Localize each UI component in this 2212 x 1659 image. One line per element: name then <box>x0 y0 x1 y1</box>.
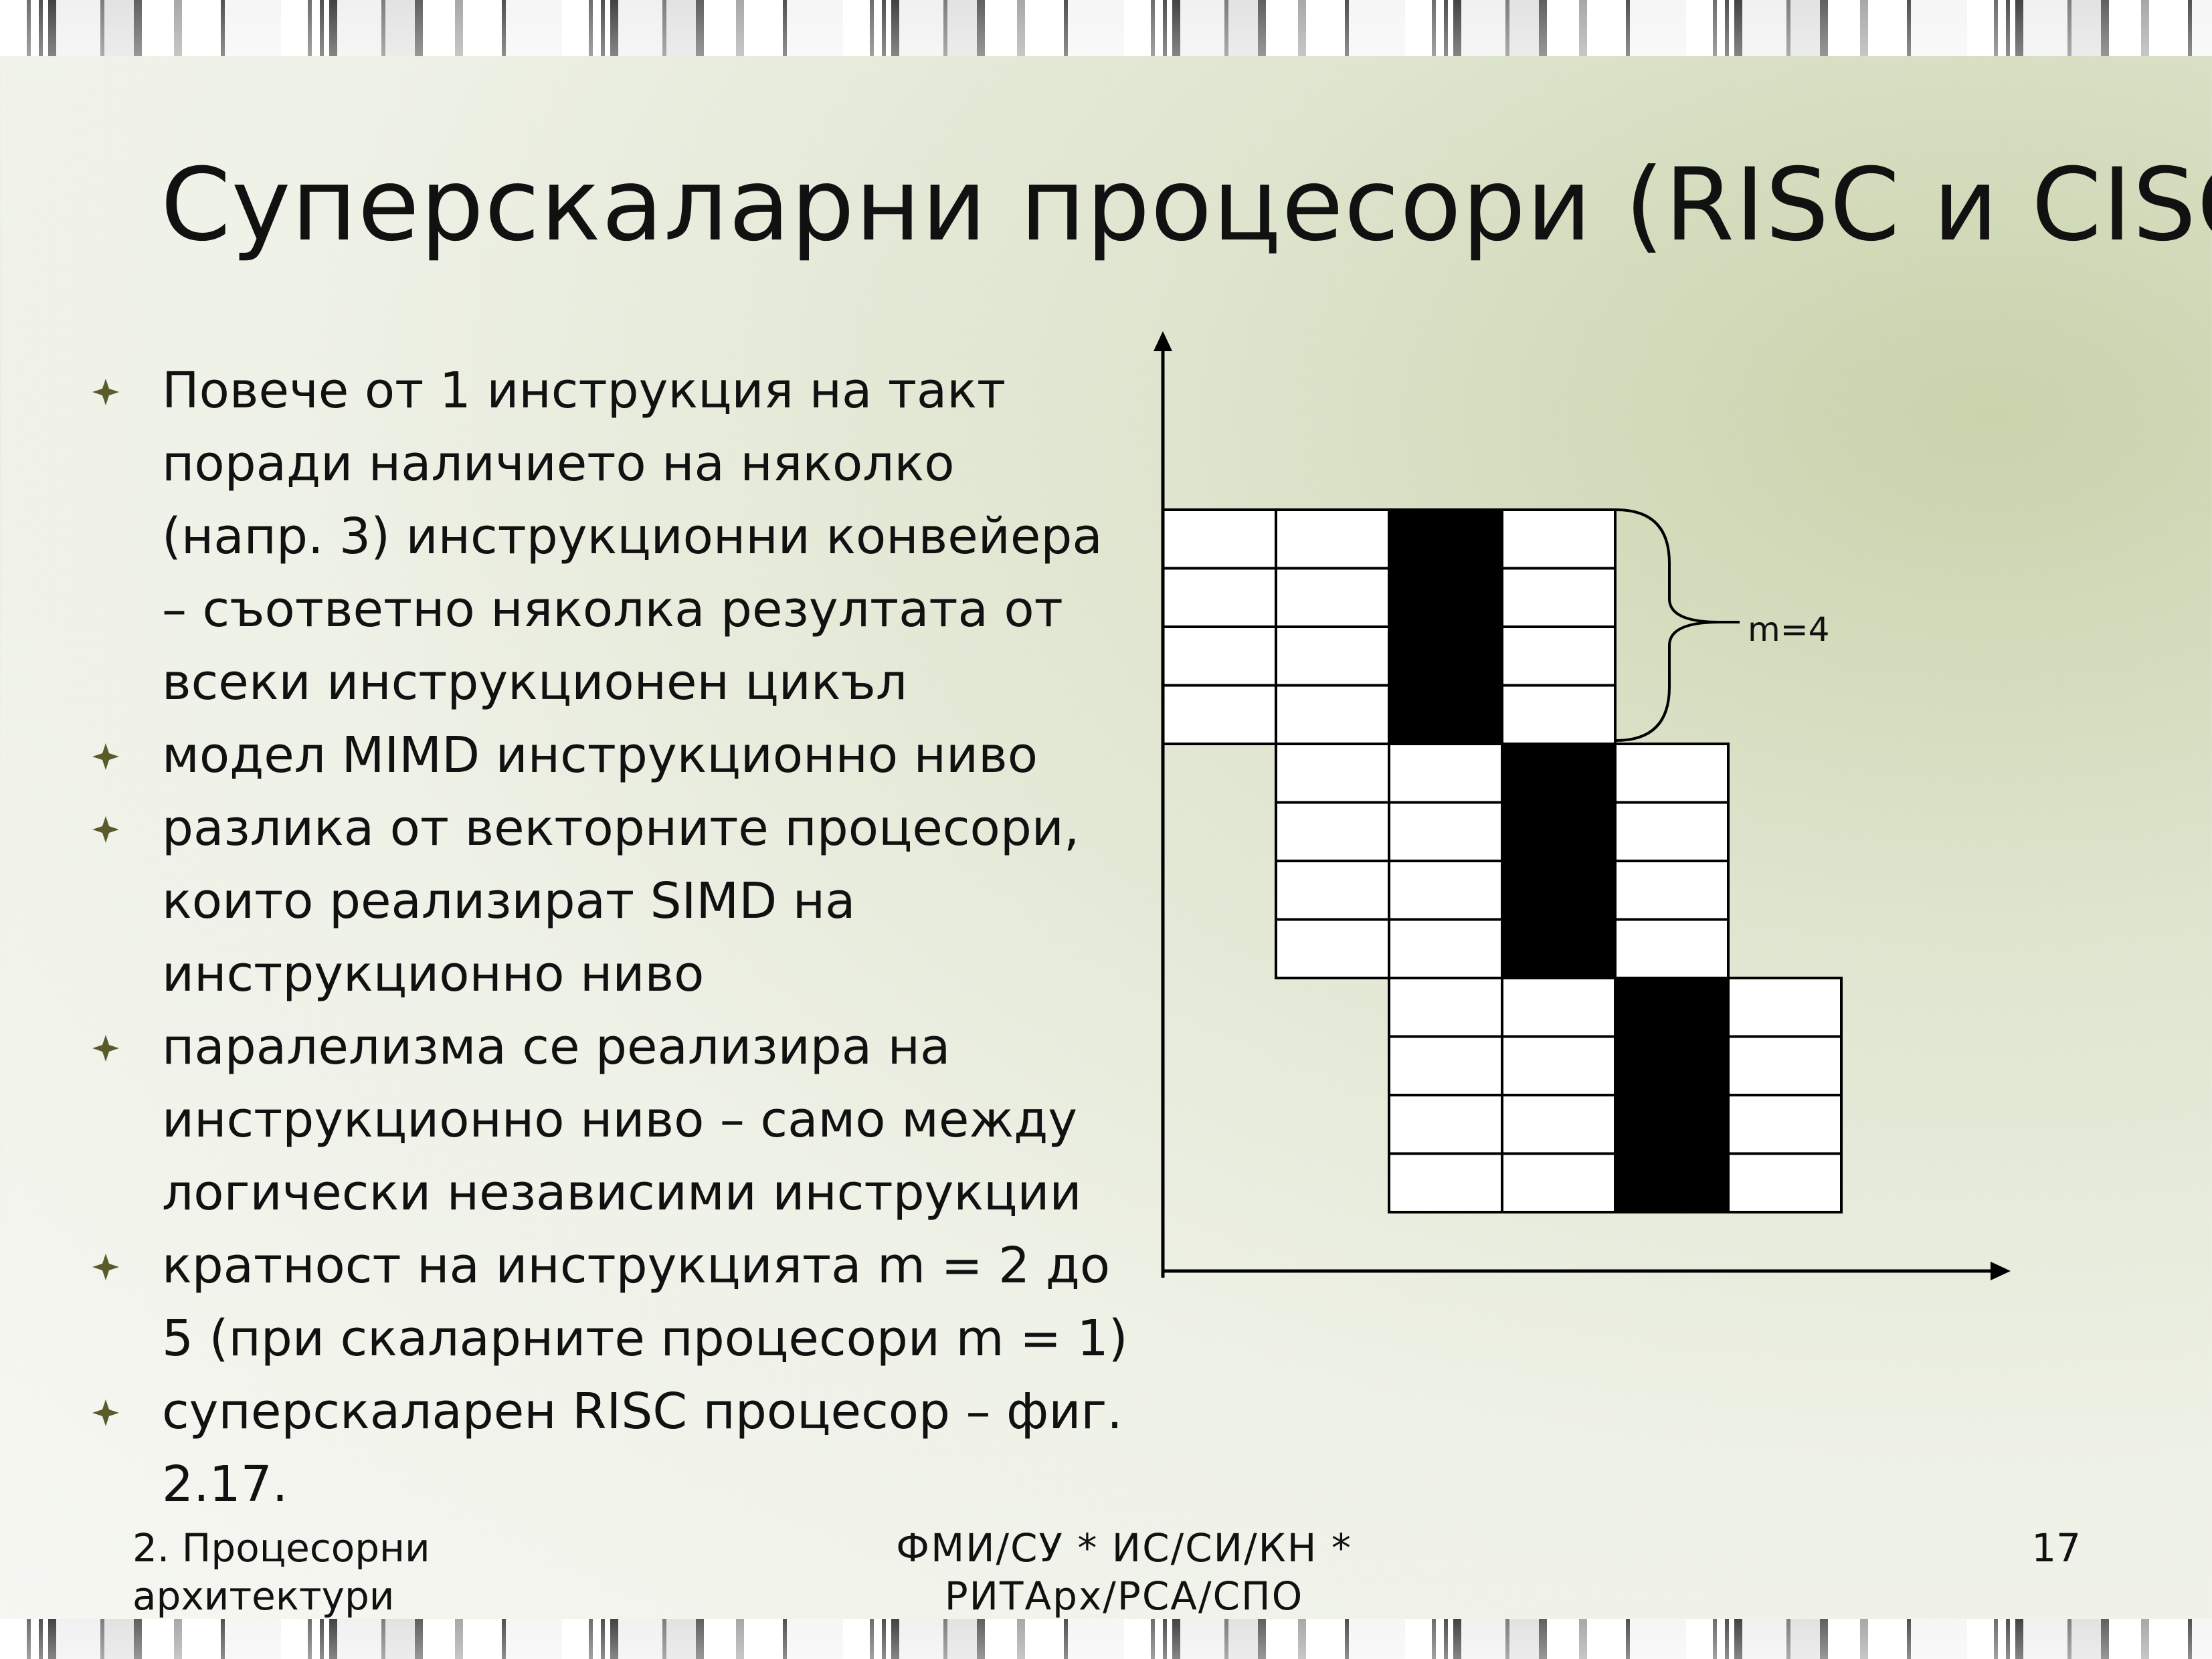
bullet-item: модел MIMD инструкционно ниво <box>87 719 1131 792</box>
bullet-list: Повече от 1 инструкция на такт поради на… <box>87 355 1131 1521</box>
bullet-item: Повече от 1 инструкция на такт поради на… <box>87 355 1131 719</box>
pipeline-cell <box>1162 625 1277 687</box>
pipeline-cell <box>1388 860 1503 921</box>
pipeline-cell <box>1388 1035 1503 1096</box>
pipeline-cell-execute <box>1501 918 1617 979</box>
pipeline-cell <box>1388 801 1503 862</box>
x-axis-arrow <box>1991 1262 2011 1280</box>
pipeline-cell <box>1501 1094 1617 1155</box>
pipeline-cell <box>1388 918 1503 979</box>
pipeline-cell-execute <box>1388 567 1503 628</box>
bullet-item: кратност на инструкцията m = 2 до 5 (при… <box>87 1230 1131 1375</box>
pipeline-cell-execute <box>1614 1094 1730 1155</box>
multiplicity-label: m=4 <box>1748 610 1829 649</box>
pipeline-cell <box>1501 508 1617 570</box>
pipeline-cell <box>1727 1152 1843 1213</box>
pipeline-grid <box>1162 508 1843 1213</box>
pipeline-cell-execute <box>1501 860 1617 921</box>
pipeline-cell <box>1275 860 1390 921</box>
footer-course: ФМИ/СУ * ИС/СИ/КН * РИТАрх/РСА/СПО <box>896 1525 1352 1619</box>
pipeline-cell <box>1388 1152 1503 1213</box>
pipeline-cell-execute <box>1388 625 1503 687</box>
pipeline-cell <box>1614 860 1730 921</box>
pipeline-cell <box>1501 977 1617 1038</box>
pipeline-cell <box>1275 508 1390 570</box>
bottom-decorative-stripe <box>0 1619 2212 1659</box>
four-point-star-bullet-icon <box>92 1254 119 1280</box>
bullet-text: разлика от векторните процесори, които р… <box>162 799 1080 1003</box>
page-number: 17 <box>2031 1525 2081 1571</box>
pipeline-cell <box>1501 684 1617 745</box>
pipeline-cell-execute <box>1501 743 1617 804</box>
pipeline-cell-execute <box>1614 1152 1730 1213</box>
four-point-star-bullet-icon <box>92 379 119 405</box>
pipeline-cell <box>1727 1094 1843 1155</box>
bullet-item: паралелизма се реализира на инструкционн… <box>87 1011 1131 1230</box>
pipeline-cell <box>1275 567 1390 628</box>
bullet-item: суперскаларен RISC процесор – фиг. 2.17. <box>87 1375 1131 1521</box>
four-point-star-bullet-icon <box>92 1035 119 1062</box>
pipeline-cell <box>1388 743 1503 804</box>
curly-brace <box>1615 508 1720 742</box>
pipeline-cell <box>1501 1152 1617 1213</box>
footer-chapter: 2. Процесорни архитектури <box>132 1525 430 1619</box>
pipeline-cell <box>1275 801 1390 862</box>
pipeline-cell <box>1501 1035 1617 1096</box>
pipeline-cell <box>1162 508 1277 570</box>
bullet-text: модел MIMD инструкционно ниво <box>162 726 1038 784</box>
pipeline-cell <box>1501 625 1617 687</box>
top-decorative-stripe <box>0 0 2212 56</box>
pipeline-cell <box>1162 684 1277 745</box>
pipeline-cell <box>1727 977 1843 1038</box>
pipeline-cell <box>1275 918 1390 979</box>
pipeline-cell <box>1162 567 1277 628</box>
bullet-item: разлика от векторните процесори, които р… <box>87 792 1131 1011</box>
pipeline-cell <box>1275 625 1390 687</box>
four-point-star-bullet-icon <box>92 1399 119 1426</box>
bullet-text: Повече от 1 инструкция на такт поради на… <box>162 362 1103 711</box>
bullet-text: паралелизма се реализира на инструкционн… <box>162 1018 1082 1222</box>
pipeline-cell <box>1275 743 1390 804</box>
pipeline-cell <box>1614 743 1730 804</box>
four-point-star-bullet-icon <box>92 743 119 770</box>
pipeline-cell <box>1727 1035 1843 1096</box>
pipeline-cell-execute <box>1388 508 1503 570</box>
pipeline-cell-execute <box>1501 801 1617 862</box>
bullet-text: кратност на инструкцията m = 2 до 5 (при… <box>162 1237 1128 1367</box>
pipeline-cell <box>1614 918 1730 979</box>
pipeline-cell-execute <box>1614 1035 1730 1096</box>
bullet-text: суперскаларен RISC процесор – фиг. 2.17. <box>162 1383 1123 1513</box>
pipeline-cell <box>1614 801 1730 862</box>
slide-title: Суперскаларни процесори (RISC и CISC) <box>161 147 2212 264</box>
four-point-star-bullet-icon <box>92 816 119 843</box>
y-axis-arrow <box>1154 331 1172 351</box>
pipeline-cell-execute <box>1388 684 1503 745</box>
pipeline-cell <box>1501 567 1617 628</box>
pipeline-cell-execute <box>1614 977 1730 1038</box>
pipeline-cell <box>1275 684 1390 745</box>
pipeline-cell <box>1388 977 1503 1038</box>
pipeline-cell <box>1388 1094 1503 1155</box>
